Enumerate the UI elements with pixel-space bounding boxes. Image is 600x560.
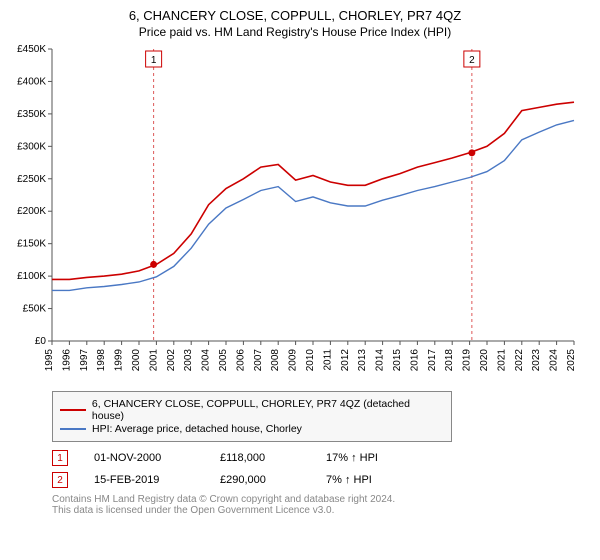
sale-pct: 17% ↑ HPI: [326, 452, 378, 464]
svg-text:2013: 2013: [357, 349, 368, 372]
svg-text:2006: 2006: [235, 349, 246, 372]
chart-subtitle: Price paid vs. HM Land Registry's House …: [8, 25, 582, 39]
svg-text:2024: 2024: [549, 349, 560, 372]
legend-label: HPI: Average price, detached house, Chor…: [92, 423, 302, 435]
svg-text:£350K: £350K: [17, 109, 46, 120]
sales-table: 1 01-NOV-2000 £118,000 17% ↑ HPI 2 15-FEB-201…: [52, 450, 582, 488]
svg-text:2020: 2020: [479, 349, 490, 372]
svg-text:2005: 2005: [218, 349, 229, 372]
svg-text:1995: 1995: [44, 349, 55, 372]
legend-swatch: [60, 428, 86, 430]
footer-attribution: Contains HM Land Registry data © Crown c…: [52, 494, 582, 516]
svg-text:2008: 2008: [270, 349, 281, 372]
sale-badge: 1: [52, 450, 68, 466]
svg-text:£0: £0: [35, 336, 47, 347]
sale-price: £290,000: [220, 474, 300, 486]
svg-text:2019: 2019: [462, 349, 473, 372]
legend-row: 6, CHANCERY CLOSE, COPPULL, CHORLEY, PR7…: [60, 398, 444, 422]
legend-row: HPI: Average price, detached house, Chor…: [60, 423, 444, 435]
svg-text:£250K: £250K: [17, 174, 46, 185]
svg-text:2021: 2021: [496, 349, 507, 372]
chart-title: 6, CHANCERY CLOSE, COPPULL, CHORLEY, PR7…: [8, 8, 582, 23]
svg-text:2011: 2011: [322, 349, 333, 371]
sale-date: 01-NOV-2000: [94, 452, 194, 464]
price-chart: £0 £50K £100K £150K £200K £250K £300K £350K £400…: [8, 45, 582, 385]
svg-text:2015: 2015: [392, 349, 403, 372]
svg-text:2025: 2025: [566, 349, 577, 372]
svg-text:2004: 2004: [201, 349, 212, 372]
svg-text:2002: 2002: [166, 349, 177, 372]
svg-text:2017: 2017: [427, 349, 438, 372]
sale-pct: 7% ↑ HPI: [326, 474, 372, 486]
footer-line-2: This data is licensed under the Open Gov…: [52, 505, 582, 516]
svg-text:1996: 1996: [61, 349, 72, 372]
svg-text:2001: 2001: [148, 349, 159, 372]
legend-swatch: [60, 409, 86, 411]
svg-text:1: 1: [151, 55, 157, 66]
sale-price: £118,000: [220, 452, 300, 464]
svg-text:£200K: £200K: [17, 206, 46, 217]
svg-text:1999: 1999: [114, 349, 125, 372]
svg-text:1998: 1998: [96, 349, 107, 372]
sale-badge: 2: [52, 472, 68, 488]
svg-text:2016: 2016: [409, 349, 420, 372]
legend-label: 6, CHANCERY CLOSE, COPPULL, CHORLEY, PR7…: [92, 398, 444, 422]
svg-text:£450K: £450K: [17, 45, 46, 55]
legend: 6, CHANCERY CLOSE, COPPULL, CHORLEY, PR7…: [52, 391, 452, 442]
svg-text:2007: 2007: [253, 349, 264, 372]
svg-text:2012: 2012: [340, 349, 351, 372]
svg-text:1997: 1997: [79, 349, 90, 372]
svg-text:2018: 2018: [444, 349, 455, 372]
svg-text:2009: 2009: [288, 349, 299, 372]
footer-line-1: Contains HM Land Registry data © Crown c…: [52, 494, 582, 505]
sale-row: 1 01-NOV-2000 £118,000 17% ↑ HPI: [52, 450, 582, 466]
svg-text:2010: 2010: [305, 349, 316, 372]
title-block: 6, CHANCERY CLOSE, COPPULL, CHORLEY, PR7…: [8, 8, 582, 39]
svg-text:2: 2: [469, 55, 475, 66]
svg-text:£50K: £50K: [23, 304, 47, 315]
svg-text:2000: 2000: [131, 349, 142, 372]
svg-text:2023: 2023: [531, 349, 542, 372]
svg-text:2022: 2022: [514, 349, 525, 372]
svg-text:2014: 2014: [375, 349, 386, 372]
sale-row: 2 15-FEB-2019 £290,000 7% ↑ HPI: [52, 472, 582, 488]
svg-text:£400K: £400K: [17, 76, 46, 87]
sale-date: 15-FEB-2019: [94, 474, 194, 486]
svg-text:£100K: £100K: [17, 271, 46, 282]
svg-text:£300K: £300K: [17, 141, 46, 152]
svg-text:2003: 2003: [183, 349, 194, 372]
svg-text:£150K: £150K: [17, 239, 46, 250]
